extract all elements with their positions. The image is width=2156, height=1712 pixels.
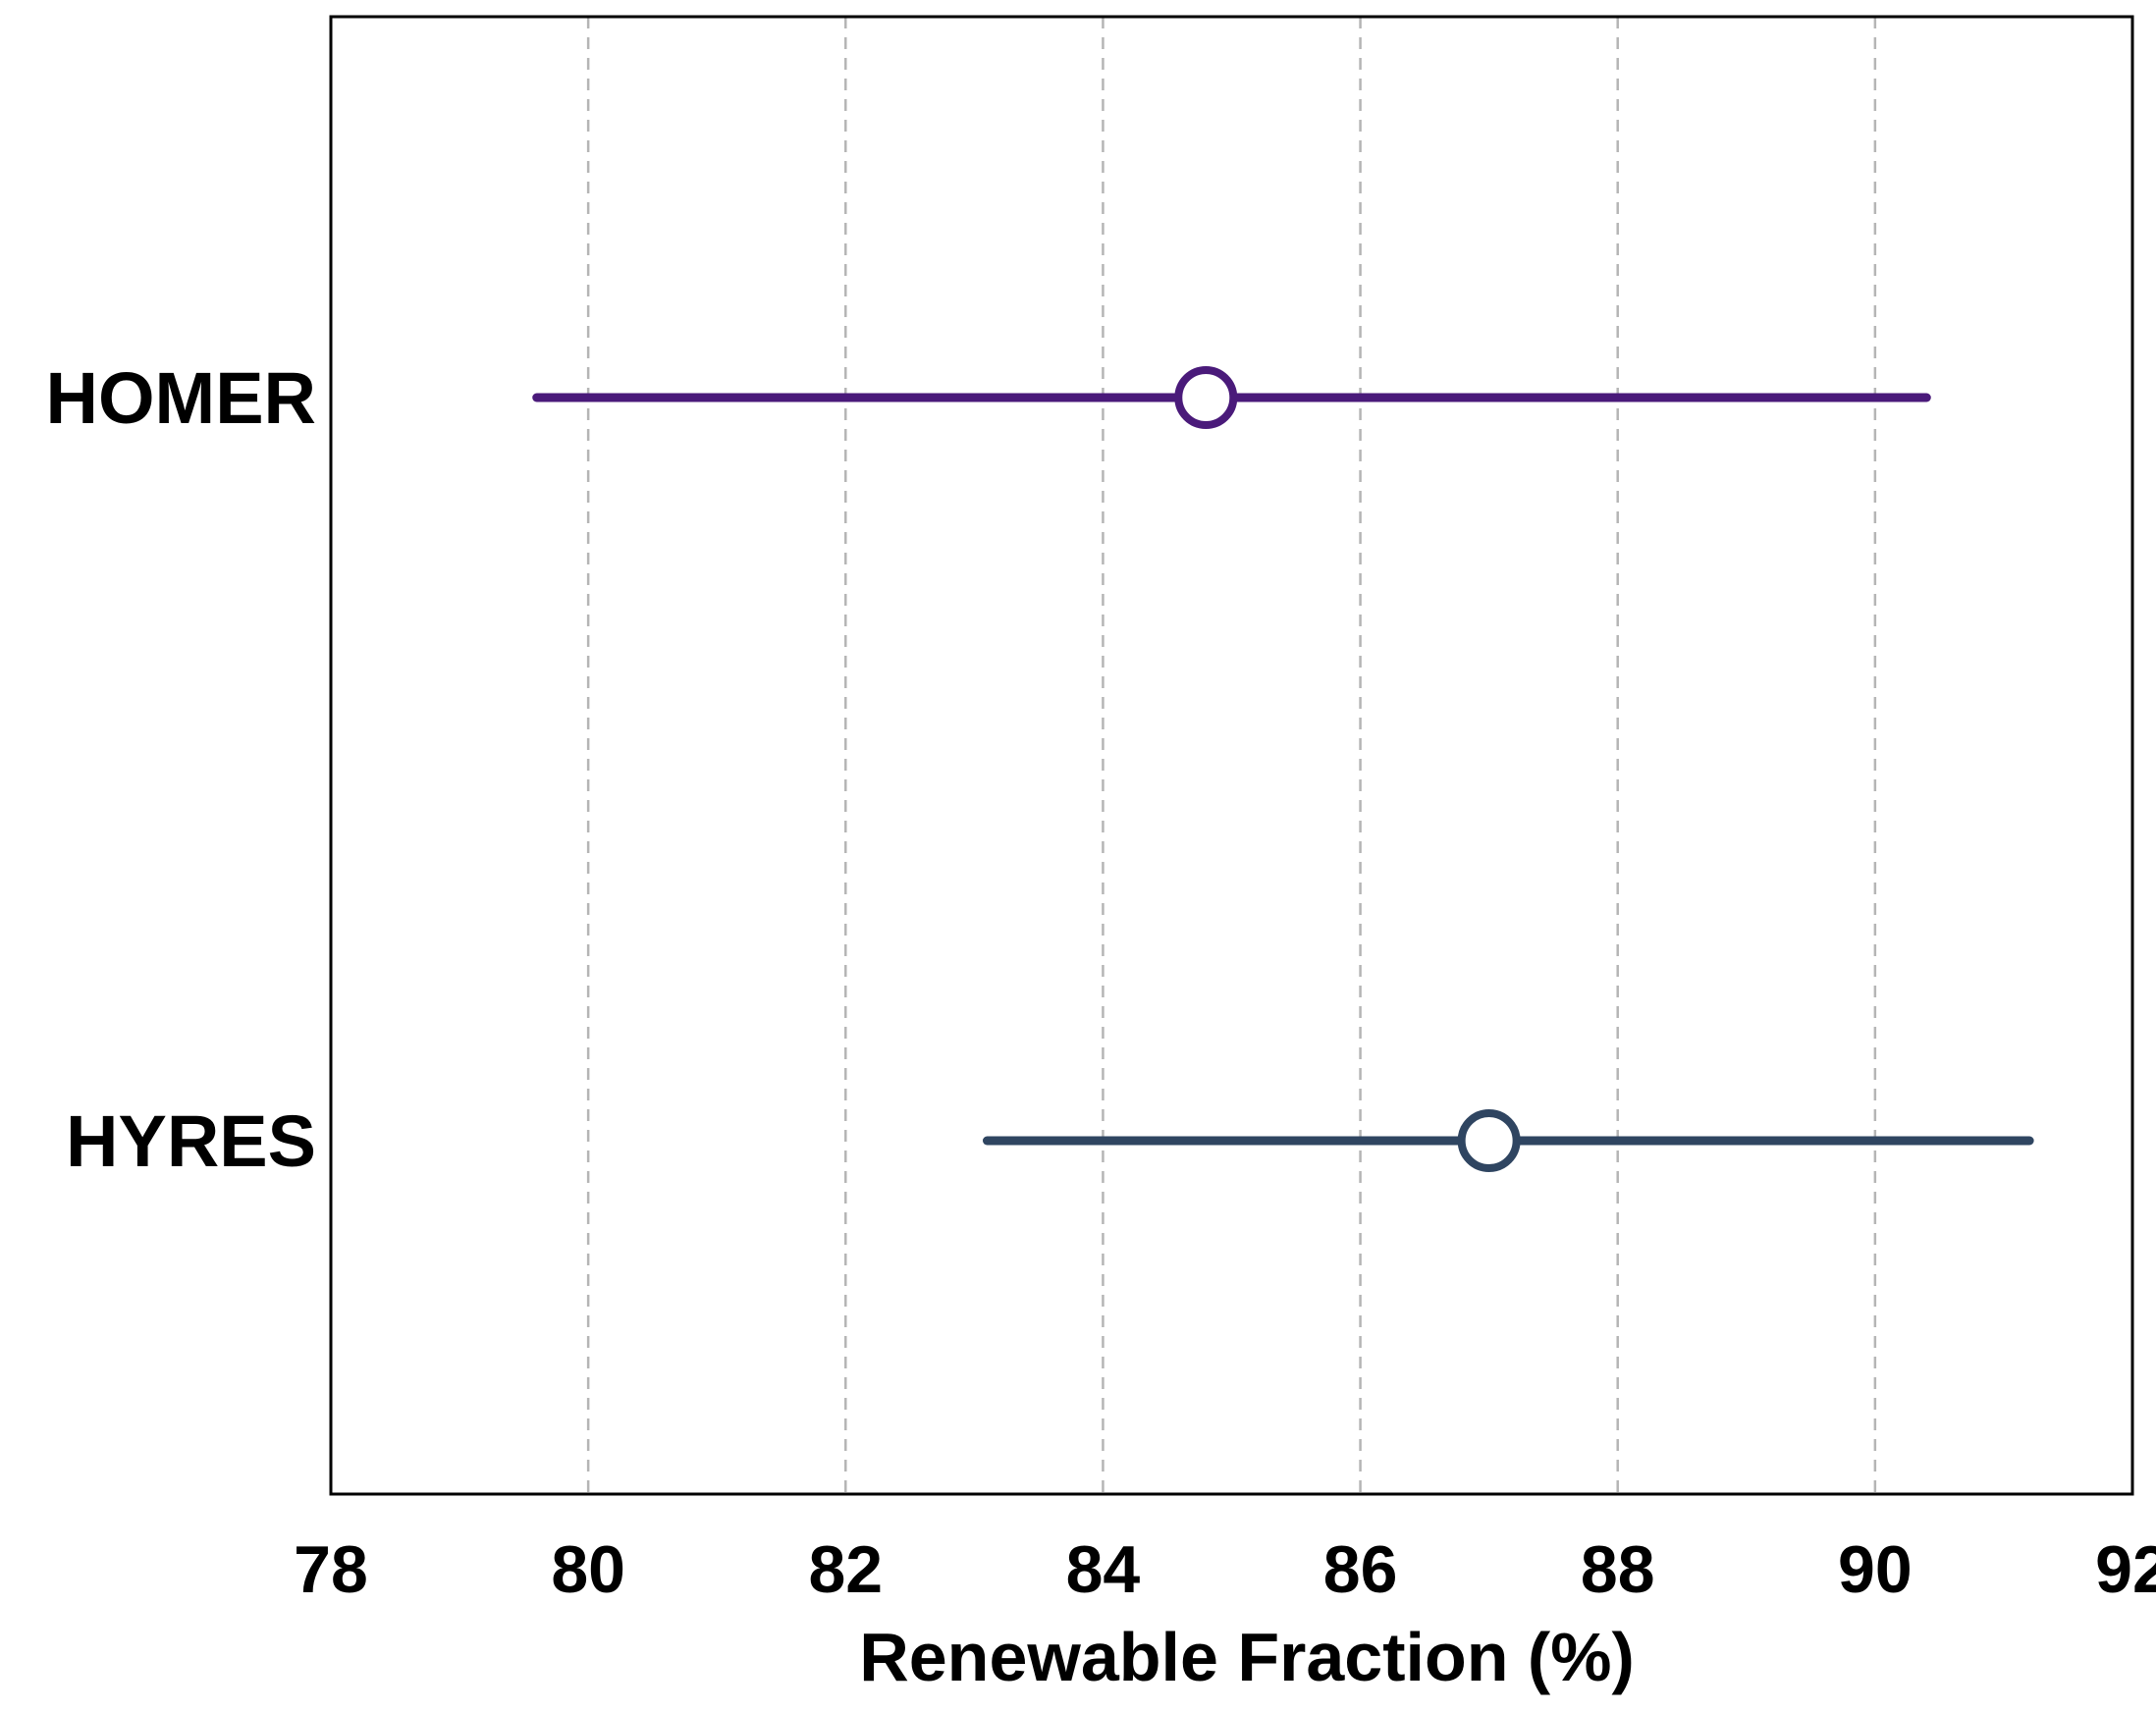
homer-center-marker xyxy=(1174,366,1238,429)
x-tick-label-88: 88 xyxy=(1581,1532,1655,1607)
x-tick-label-92: 92 xyxy=(2095,1532,2156,1607)
x-tick-label-86: 86 xyxy=(1323,1532,1398,1607)
series-marks: HOMER HYRES xyxy=(46,357,2034,1182)
x-tick-label-78: 78 xyxy=(294,1532,368,1607)
x-axis-ticks: 78 80 82 84 86 88 90 92 xyxy=(294,1532,2156,1607)
hyres-center-marker xyxy=(1457,1109,1521,1172)
x-tick-label-82: 82 xyxy=(808,1532,883,1607)
grid-lines xyxy=(586,17,1877,1494)
x-tick-label-84: 84 xyxy=(1066,1532,1141,1607)
x-tick-label-80: 80 xyxy=(551,1532,625,1607)
homer-category-label: HOMER xyxy=(46,357,316,439)
plot-area-frame xyxy=(329,15,2134,1496)
hyres-category-label: HYRES xyxy=(66,1100,316,1182)
x-axis-title: Renewable Fraction (%) xyxy=(859,1619,1635,1695)
x-tick-label-90: 90 xyxy=(1838,1532,1913,1607)
